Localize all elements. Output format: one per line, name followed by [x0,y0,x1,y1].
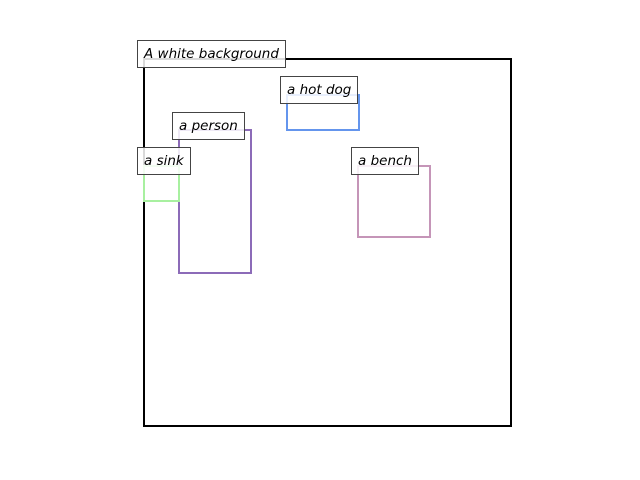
hot-dog-caption: a hot dog [280,76,359,104]
person-caption: a person [172,112,245,140]
background-box [143,58,512,427]
bench-box [357,165,431,238]
sink-caption: a sink [137,147,191,175]
bench-caption: a bench [351,147,419,175]
background-caption: A white background [137,40,286,68]
